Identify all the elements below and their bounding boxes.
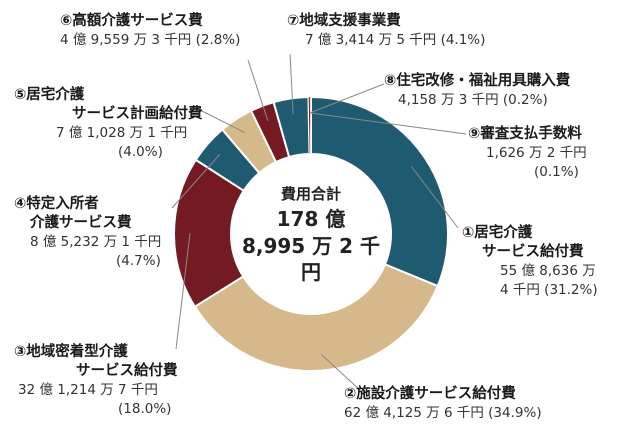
label-value-2: (0.1%) bbox=[534, 164, 579, 180]
label-name-2: サービス給付費 bbox=[76, 363, 178, 379]
center-total-oku: 178 億 bbox=[276, 207, 346, 231]
leader-line-kougaku-kaigo bbox=[247, 59, 269, 122]
label-value: 7 億 1,028 万 1 千円 bbox=[56, 125, 188, 141]
label-jutaku-kaishu: ⑧住宅改修・福祉用具購入費 4,158 万 3 千円 (0.2%) bbox=[384, 72, 570, 110]
label-name: ⑥高額介護サービス費 bbox=[60, 13, 203, 29]
label-kyotaku-service: ①居宅介護 サービス給付費 55 億 8,636 万 4 千円 (31.2%) bbox=[462, 224, 598, 300]
label-value: 55 億 8,636 万 bbox=[500, 263, 596, 279]
leader-line-kyotaku-keikaku bbox=[195, 107, 246, 134]
label-name: ⑦地域支援事業費 bbox=[287, 13, 401, 29]
label-value: 1,626 万 2 千円 bbox=[486, 145, 587, 161]
center-title: 費用合計 bbox=[280, 185, 341, 203]
label-value: 62 億 4,125 万 6 千円 (34.9%) bbox=[344, 405, 542, 421]
label-name: ①居宅介護 bbox=[462, 225, 533, 241]
label-name: ②施設介護サービス給付費 bbox=[344, 386, 516, 402]
label-value: 7 億 3,414 万 5 千円 (4.1%) bbox=[305, 32, 486, 48]
leader-line-chiiki-shien bbox=[289, 53, 294, 115]
label-tokutei-nyusho: ④特定入所者 介護サービス費 8 億 5,232 万 1 千円 (4.7%) bbox=[14, 195, 161, 271]
label-chiiki-shien: ⑦地域支援事業費 7 億 3,414 万 5 千円 (4.1%) bbox=[287, 12, 485, 50]
label-name: ⑤居宅介護 bbox=[14, 87, 85, 103]
leader-line-shinsa-shiharai bbox=[310, 112, 467, 135]
label-name: ⑨審査支払手数料 bbox=[468, 126, 582, 142]
center-total: 費用合計 178 億 8,995 万 2 千円 bbox=[236, 183, 386, 285]
label-value-2: 4 千円 (31.2%) bbox=[500, 282, 598, 298]
label-value-2: (18.0%) bbox=[118, 401, 172, 417]
label-name: ⑧住宅改修・福祉用具購入費 bbox=[384, 73, 571, 89]
leader-line-jutaku-kaishu bbox=[309, 83, 385, 114]
label-shinsa-shiharai: ⑨審査支払手数料 1,626 万 2 千円 (0.1%) bbox=[468, 125, 587, 182]
label-shisetsu-service: ②施設介護サービス給付費 62 億 4,125 万 6 千円 (34.9%) bbox=[344, 385, 542, 423]
label-name-2: サービス給付費 bbox=[482, 244, 584, 260]
label-name-2: 介護サービス費 bbox=[30, 215, 132, 231]
slice-shinsa-shiharai bbox=[309, 96, 312, 155]
label-value: 8 億 5,232 万 1 千円 bbox=[30, 234, 162, 250]
label-name-2: サービス計画給付費 bbox=[72, 106, 203, 122]
leader-line-tokutei-nyusho bbox=[171, 153, 221, 209]
slice-kyotaku-service bbox=[310, 95, 449, 288]
label-name: ④特定入所者 bbox=[14, 196, 99, 212]
label-value: 32 億 1,214 万 7 千円 bbox=[18, 382, 158, 398]
label-value: 4,158 万 3 千円 (0.2%) bbox=[398, 92, 548, 108]
label-value-2: (4.0%) bbox=[118, 144, 163, 160]
label-kyotaku-keikaku: ⑤居宅介護 サービス計画給付費 7 億 1,028 万 1 千円 (4.0%) bbox=[14, 86, 203, 162]
label-chiiki-mitchaku: ③地域密着型介護 サービス給付費 32 億 1,214 万 7 千円 (18.0… bbox=[14, 343, 178, 419]
leader-line-chiiki-mitchaku bbox=[175, 233, 191, 350]
leader-line-shisetsu-service bbox=[320, 354, 361, 391]
label-name: ③地域密着型介護 bbox=[14, 344, 128, 360]
label-value: 4 億 9,559 万 3 千円 (2.8%) bbox=[60, 32, 241, 48]
slice-shisetsu-service bbox=[193, 263, 440, 372]
label-value-2: (4.7%) bbox=[116, 253, 161, 269]
leader-line-kyotaku-service bbox=[411, 166, 459, 229]
label-kougaku-kaigo: ⑥高額介護サービス費 4 億 9,559 万 3 千円 (2.8%) bbox=[60, 12, 240, 50]
center-total-man: 8,995 万 2 千円 bbox=[241, 234, 381, 284]
